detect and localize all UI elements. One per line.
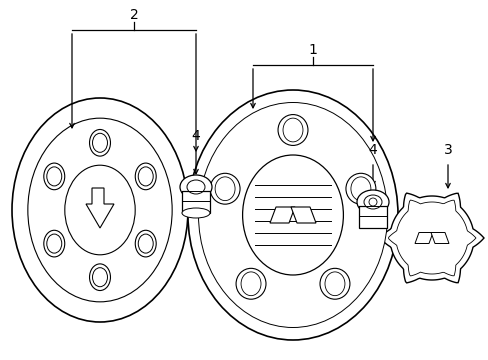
Polygon shape xyxy=(269,207,294,223)
Polygon shape xyxy=(388,200,475,276)
Text: 4: 4 xyxy=(191,129,200,143)
Ellipse shape xyxy=(283,118,303,142)
Ellipse shape xyxy=(325,272,344,296)
Polygon shape xyxy=(86,188,114,228)
Text: 1: 1 xyxy=(308,43,317,57)
Text: 4: 4 xyxy=(368,143,377,157)
Polygon shape xyxy=(290,207,315,223)
Ellipse shape xyxy=(215,177,235,201)
Ellipse shape xyxy=(186,180,204,194)
Polygon shape xyxy=(430,233,448,243)
Ellipse shape xyxy=(138,234,153,253)
Polygon shape xyxy=(380,193,483,283)
Ellipse shape xyxy=(47,234,61,253)
Ellipse shape xyxy=(28,118,172,302)
Ellipse shape xyxy=(138,167,153,186)
Ellipse shape xyxy=(89,264,110,291)
FancyBboxPatch shape xyxy=(358,206,386,228)
Ellipse shape xyxy=(47,167,61,186)
Ellipse shape xyxy=(12,98,187,322)
Ellipse shape xyxy=(350,177,370,201)
Ellipse shape xyxy=(319,268,349,299)
Ellipse shape xyxy=(242,155,343,275)
Ellipse shape xyxy=(65,165,135,255)
Ellipse shape xyxy=(278,114,307,145)
Ellipse shape xyxy=(187,90,397,340)
Ellipse shape xyxy=(356,190,388,214)
Ellipse shape xyxy=(182,208,209,218)
Ellipse shape xyxy=(44,163,64,190)
Ellipse shape xyxy=(92,133,107,152)
Ellipse shape xyxy=(345,173,375,204)
Ellipse shape xyxy=(241,272,261,296)
Ellipse shape xyxy=(236,268,265,299)
Ellipse shape xyxy=(198,103,386,328)
Ellipse shape xyxy=(135,163,156,190)
Ellipse shape xyxy=(89,130,110,156)
Polygon shape xyxy=(414,233,432,243)
FancyBboxPatch shape xyxy=(182,191,209,213)
Ellipse shape xyxy=(210,173,240,204)
Ellipse shape xyxy=(92,268,107,287)
Text: 2: 2 xyxy=(129,8,138,22)
Ellipse shape xyxy=(44,230,64,257)
Text: 3: 3 xyxy=(443,143,451,157)
Ellipse shape xyxy=(180,175,212,199)
Ellipse shape xyxy=(363,195,381,209)
Ellipse shape xyxy=(368,198,376,206)
Ellipse shape xyxy=(135,230,156,257)
